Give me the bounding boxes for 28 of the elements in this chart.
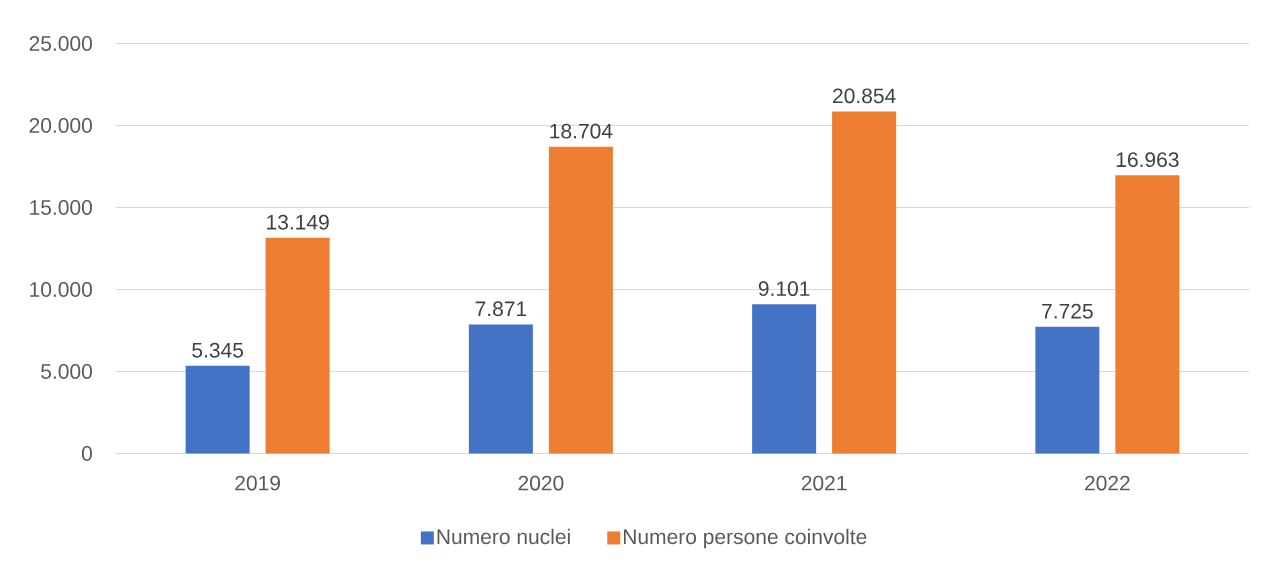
data-label: 20.854 [833,88,896,104]
y-tick-label: 0 [81,446,92,461]
bar [752,304,817,454]
y-tick-label: 25.000 [29,36,92,51]
x-tick-label: 2020 [518,475,564,491]
legend-label: Numero persone coinvolte [623,528,867,549]
data-label: 5.345 [192,342,244,358]
bar [185,365,250,454]
data-label: 18.704 [550,123,613,139]
bar [1115,175,1180,454]
x-tick-label: 2022 [1085,475,1130,491]
data-label: 9.101 [758,281,810,297]
bar [468,324,533,454]
legend-label: Numero nuclei [437,528,570,545]
data-label: 7.871 [475,301,527,317]
bar [1035,326,1100,454]
data-label: 13.149 [267,214,329,230]
y-tick-label: 10.000 [30,282,92,297]
y-tick-label: 15.000 [30,200,92,215]
x-tick-label: 2021 [801,475,847,491]
y-tick-label: 20.000 [29,118,92,133]
data-label: 7.725 [1042,303,1093,319]
y-tick-label: 5.000 [41,364,92,379]
bar [548,146,613,454]
bar [832,111,897,454]
data-label: 16.963 [1116,152,1179,168]
bar [265,237,330,454]
x-tick-label: 2019 [235,475,280,491]
